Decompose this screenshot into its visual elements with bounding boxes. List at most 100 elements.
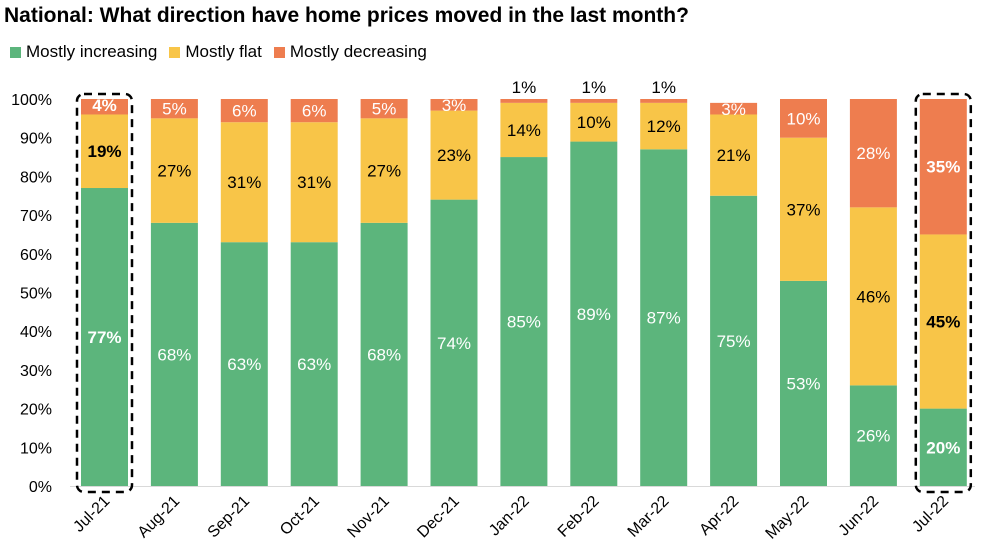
data-label: 5% <box>162 100 187 119</box>
bar-segment <box>81 99 128 115</box>
data-label: 46% <box>856 287 890 306</box>
data-label: 31% <box>227 173 261 192</box>
data-label: 27% <box>367 162 401 181</box>
data-label: 63% <box>297 355 331 374</box>
bar-segment <box>780 99 827 138</box>
data-label: 85% <box>507 313 541 332</box>
data-label: 1% <box>651 78 676 97</box>
x-tick-label: Jun-22 <box>836 493 883 540</box>
data-label: 89% <box>577 305 611 324</box>
bar-segment <box>290 242 338 486</box>
x-tick-label: Aug-21 <box>135 493 184 542</box>
legend-label-decreasing: Mostly decreasing <box>289 42 427 61</box>
data-label: 1% <box>582 78 607 97</box>
bar-segment <box>150 99 198 119</box>
bar-segment <box>710 102 758 115</box>
bar-segment <box>919 408 967 486</box>
data-label: 6% <box>302 102 327 121</box>
data-label: 20% <box>926 438 960 457</box>
x-tick-label: Jul-22 <box>909 493 952 536</box>
data-label: 26% <box>856 427 890 446</box>
bar-segment <box>780 137 827 281</box>
bar-segment <box>290 122 338 243</box>
bar-segment <box>640 102 688 150</box>
y-tick-label: 20% <box>20 402 52 419</box>
x-tick-label: Oct-21 <box>277 493 323 539</box>
bar-segment <box>220 122 268 243</box>
bar-segment <box>150 222 198 486</box>
bar-segment <box>290 99 338 123</box>
y-tick-label: 90% <box>20 131 52 148</box>
legend-item-flat: Mostly flat <box>169 42 262 62</box>
bar-segment <box>81 188 128 486</box>
bar-segment <box>919 99 967 235</box>
data-label: 10% <box>786 109 820 128</box>
legend-label-flat: Mostly flat <box>185 42 262 61</box>
bar-segment <box>430 110 478 200</box>
x-tick-label: Apr-22 <box>696 493 742 539</box>
bar-segment <box>849 207 897 386</box>
bar-segment <box>220 99 268 123</box>
bar-segment <box>849 385 897 486</box>
bar-segment <box>430 199 478 486</box>
data-label: 31% <box>297 173 331 192</box>
legend-swatch-flat <box>169 46 181 58</box>
data-label: 87% <box>647 309 681 328</box>
x-tick-label: Jul-21 <box>70 493 113 536</box>
bar-segment <box>570 99 618 103</box>
data-label: 21% <box>717 146 751 165</box>
bar-segment <box>849 99 897 208</box>
y-tick-label: 80% <box>20 169 52 186</box>
data-label: 53% <box>786 374 820 393</box>
bar-segment <box>360 118 408 223</box>
bar-segment <box>150 118 198 223</box>
legend-swatch-decreasing <box>273 46 285 58</box>
data-label: 3% <box>442 96 467 115</box>
data-label: 23% <box>437 146 471 165</box>
y-tick-label: 100% <box>11 92 52 109</box>
chart-legend: Mostly increasing Mostly flat Mostly dec… <box>10 42 439 62</box>
data-label: 77% <box>87 328 121 347</box>
y-tick-label: 70% <box>20 208 52 225</box>
data-label: 75% <box>717 332 751 351</box>
chart-title: National: What direction have home price… <box>4 4 689 27</box>
bar-segment <box>500 102 548 158</box>
x-tick-label: Nov-21 <box>344 493 393 542</box>
data-label: 68% <box>367 345 401 364</box>
highlight-box <box>914 92 973 494</box>
bar-segment <box>710 114 758 196</box>
legend-item-increasing: Mostly increasing <box>10 42 157 62</box>
data-label: 63% <box>227 355 261 374</box>
y-tick-label: 10% <box>20 440 52 457</box>
data-label: 10% <box>577 113 611 132</box>
data-label: 1% <box>512 78 537 97</box>
bar-segment <box>430 99 478 111</box>
data-label: 68% <box>157 345 191 364</box>
data-label: 14% <box>507 121 541 140</box>
x-tick-label: Mar-22 <box>625 493 673 541</box>
bar-segment <box>570 141 618 486</box>
data-label: 5% <box>372 100 397 119</box>
data-label: 45% <box>926 313 960 332</box>
bar-segment <box>360 99 408 119</box>
bar-segment <box>220 242 268 486</box>
x-tick-label: Feb-22 <box>555 493 603 541</box>
data-label: 6% <box>232 102 257 121</box>
y-tick-label: 40% <box>20 324 52 341</box>
bar-segment <box>780 280 827 486</box>
legend-item-decreasing: Mostly decreasing <box>273 42 427 62</box>
bar-segment <box>500 157 548 487</box>
data-label: 28% <box>856 144 890 163</box>
x-tick-label: May-22 <box>763 493 813 543</box>
x-tick-label: Sep-21 <box>205 493 254 542</box>
legend-swatch-increasing <box>10 46 21 58</box>
data-label: 4% <box>92 96 117 115</box>
data-label: 27% <box>157 162 191 181</box>
bar-segment <box>710 195 758 486</box>
bar-segment <box>500 99 548 103</box>
y-tick-label: 50% <box>20 286 52 303</box>
highlight-box <box>75 92 134 494</box>
y-tick-label: 0% <box>29 479 52 496</box>
bar-segment <box>360 222 408 486</box>
